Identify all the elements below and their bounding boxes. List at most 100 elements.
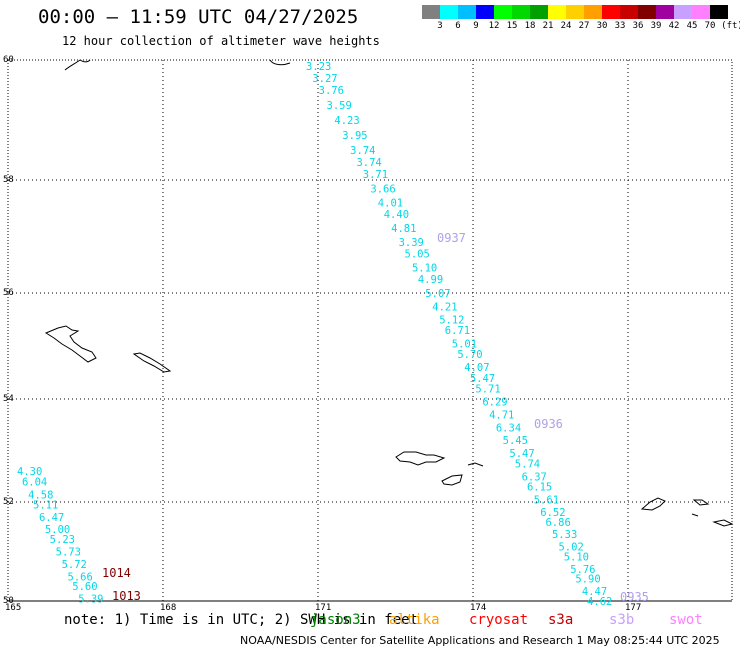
legend-tick-label: 27 xyxy=(578,21,590,31)
longitude-tick-label: 174 xyxy=(470,603,486,613)
legend-swatch xyxy=(656,5,674,19)
wave-height-value: 5.01 xyxy=(452,338,477,350)
latitude-tick-label: 58 xyxy=(3,175,14,185)
wave-height-value: 5.05 xyxy=(405,248,430,260)
legend-tick-label: 42 xyxy=(668,21,680,31)
legend-tick-label: 36 xyxy=(632,21,644,31)
wave-height-value: 5.10 xyxy=(564,551,589,563)
wave-height-value: 3.76 xyxy=(319,85,344,97)
legend-tick-label: 39 xyxy=(650,21,662,31)
page-title: 00:00 – 11:59 UTC 04/27/2025 xyxy=(38,6,359,28)
wave-height-value: 6.15 xyxy=(527,482,552,494)
legend-swatch xyxy=(566,5,584,19)
wave-height-value: 5.90 xyxy=(575,574,600,586)
wave-height-value: 5.39 xyxy=(78,594,103,606)
wave-height-value: 4.58 xyxy=(28,489,53,501)
latitude-tick-label: 54 xyxy=(3,394,14,404)
wave-height-value: 5.12 xyxy=(439,315,464,327)
wave-height-value: 6.71 xyxy=(445,325,470,337)
legend-swatch xyxy=(476,5,494,19)
wave-height-value: 3.27 xyxy=(312,73,337,85)
satellite-legend-s3b: s3b xyxy=(609,612,635,628)
legend-swatch xyxy=(584,5,602,19)
longitude-tick-label: 165 xyxy=(5,603,21,613)
island-mid-3 xyxy=(441,474,463,486)
legend-tick-label: 24 xyxy=(560,21,572,31)
island-mid-2 xyxy=(467,462,484,467)
wave-height-value: 5.60 xyxy=(72,581,97,593)
island-east-2 xyxy=(692,499,710,506)
legend-tick-label: (ft) xyxy=(721,21,740,31)
pass-time-label: 1013 xyxy=(112,589,141,603)
pass-time-label: 1014 xyxy=(102,566,131,580)
wave-height-value: 5.02 xyxy=(558,542,583,554)
wave-height-value: 3.59 xyxy=(327,100,352,112)
wave-height-value: 5.73 xyxy=(56,547,81,559)
map-grid: 165 168 171 174 177 60 58 56 54 52 50 xyxy=(3,55,733,613)
legend-swatch xyxy=(512,5,530,19)
coast-north-1 xyxy=(64,59,91,71)
altimeter-track-east: 3.233.273.763.594.233.953.743.743.713.66… xyxy=(306,61,612,608)
legend-swatch xyxy=(458,5,476,19)
wave-height-value: 6.37 xyxy=(522,471,547,483)
island-east-4 xyxy=(712,519,734,527)
wave-height-value: 5.00 xyxy=(45,524,70,536)
wave-height-value: 3.66 xyxy=(370,183,395,195)
wave-height-value: 5.76 xyxy=(570,564,595,576)
wave-height-value: 4.21 xyxy=(432,301,457,313)
wave-height-value: 4.07 xyxy=(464,362,489,374)
legend-swatch xyxy=(440,5,458,19)
wave-height-value: 5.47 xyxy=(509,448,534,460)
wave-height-value: 5.47 xyxy=(470,373,495,385)
legend-tick-label: 45 xyxy=(686,21,698,31)
legend-swatch xyxy=(530,5,548,19)
wave-height-value: 5.61 xyxy=(534,494,559,506)
legend-tick-label: 70 xyxy=(704,21,716,31)
wave-height-value: 6.29 xyxy=(482,397,507,409)
legend-tick-label: 21 xyxy=(542,21,554,31)
coast-north-2 xyxy=(269,59,291,66)
wave-height-value: 4.99 xyxy=(418,274,443,286)
satellite-legend-altika: altika xyxy=(389,612,440,628)
wave-height-value: 3.74 xyxy=(350,145,375,157)
satellite-legend-jason3: jason3 xyxy=(310,612,361,628)
wave-height-value: 5.74 xyxy=(515,458,540,470)
legend-swatch xyxy=(548,5,566,19)
wave-height-value: 3.71 xyxy=(363,169,388,181)
longitude-tick-label: 177 xyxy=(625,603,641,613)
latitude-tick-label: 52 xyxy=(3,497,14,507)
wave-height-value: 4.47 xyxy=(582,586,607,598)
wave-height-value: 4.40 xyxy=(384,209,409,221)
pass-time-labels: 0937 0936 0935 1014 1013 xyxy=(102,231,649,604)
legend-tick-label: 30 xyxy=(596,21,608,31)
satellite-legend-s3a: s3a xyxy=(548,612,574,628)
wave-height-value: 5.23 xyxy=(50,534,75,546)
wave-height-value: 6.47 xyxy=(39,512,64,524)
legend-swatch xyxy=(710,5,728,19)
legend-swatch xyxy=(620,5,638,19)
latitude-tick-label: 56 xyxy=(3,288,14,298)
footer-credit: NOAA/NESDIS Center for Satellite Applica… xyxy=(240,634,720,647)
wave-height-value: 3.74 xyxy=(356,157,381,169)
wave-height-value: 6.52 xyxy=(540,507,565,519)
legend-swatch xyxy=(422,5,440,19)
wave-height-value: 5.10 xyxy=(412,263,437,275)
legend-swatch xyxy=(638,5,656,19)
island-east-1 xyxy=(640,497,666,511)
pass-time-label: 0935 xyxy=(620,590,649,604)
wave-height-value: 5.72 xyxy=(62,559,87,571)
wave-height-value: 5.07 xyxy=(425,288,450,300)
wave-height-value: 4.23 xyxy=(334,115,359,127)
island-east-3 xyxy=(691,513,699,517)
wave-height-value: 6.86 xyxy=(545,517,570,529)
satellite-legend-cryosat: cryosat xyxy=(469,612,529,628)
legend-tick-label: 15 xyxy=(506,21,518,31)
legend-swatch xyxy=(692,5,710,19)
pass-time-label: 0937 xyxy=(437,231,466,245)
wave-height-value: 3.23 xyxy=(306,61,331,73)
altimeter-track-west: 4.306.044.585.116.475.005.235.735.725.66… xyxy=(17,466,104,605)
satellite-legend: jason3 altika cryosat s3a s3b swot xyxy=(0,612,740,630)
wave-height-value: 4.71 xyxy=(489,409,514,421)
legend-tick-label: 33 xyxy=(614,21,626,31)
